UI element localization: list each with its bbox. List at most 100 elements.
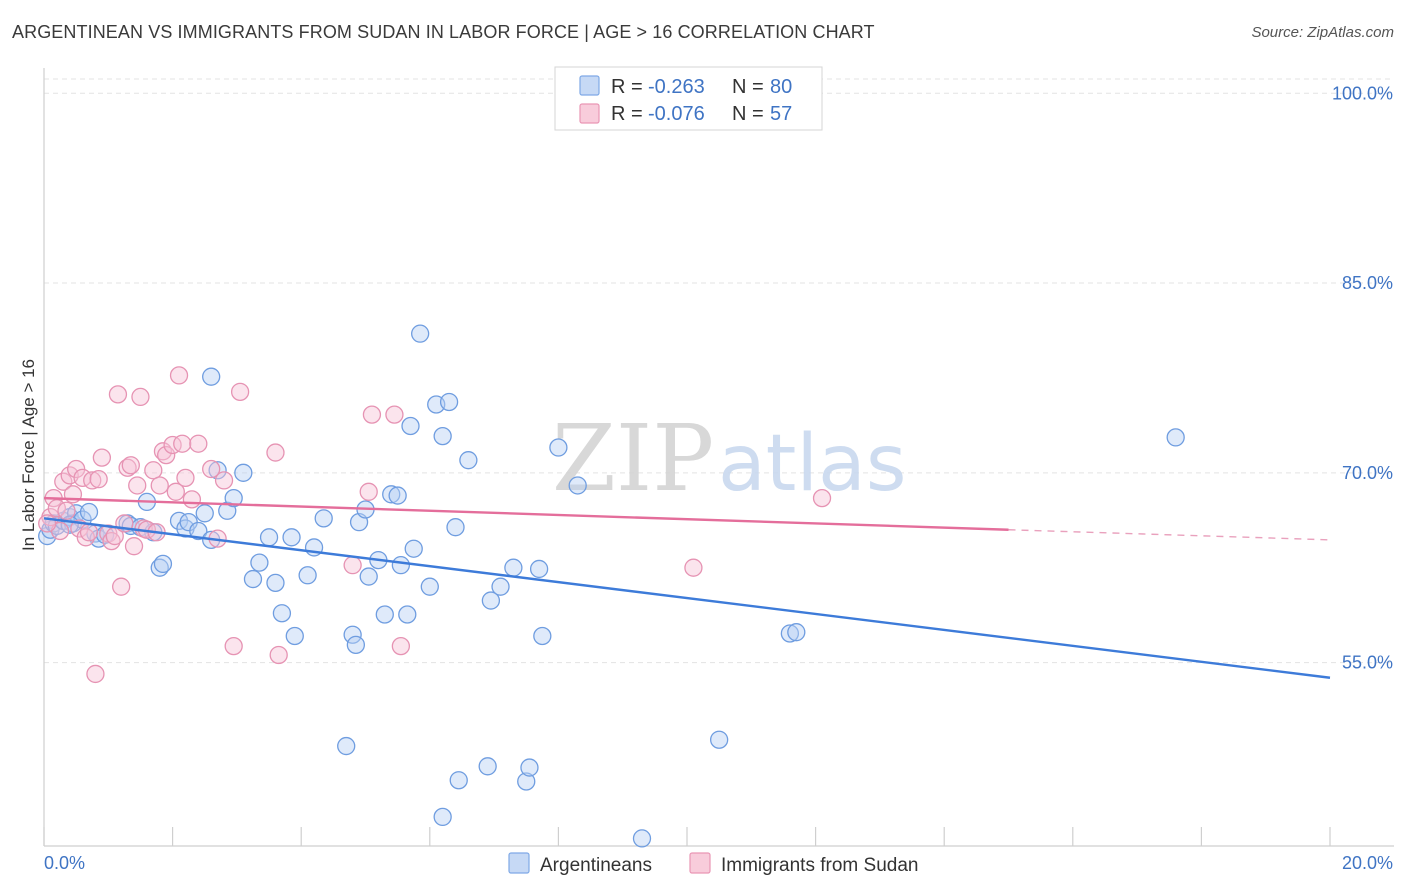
trend-line-sudan-extension [1008,529,1331,541]
argentineans-point-72 [433,807,452,827]
legend-r-label-2: R = [611,103,643,125]
argentineans-point-20 [169,511,189,531]
argentineans-point-30 [243,569,263,589]
sudan-point-47 [343,556,362,575]
argentineans-point-69 [549,438,568,457]
y-tick-label-2: 85.0% [1342,273,1393,293]
argentineans-point-52 [404,539,423,558]
sudan-point-44 [230,382,250,402]
legend-swatch-argentineans [579,75,600,96]
sudan-point-25 [131,387,150,407]
argentineans-point-67 [529,559,549,579]
legend-n-value-2: 57 [770,103,792,125]
sudan-point-24 [128,476,147,495]
argentineans-point-50 [398,605,417,624]
sudan-point-55 [38,514,57,533]
sudan-point-17 [102,531,121,551]
argentineans-point-64 [504,558,523,577]
legend-r-label-1: R = [611,76,643,98]
argentineans-point-29 [234,463,253,482]
argentineans-point-35 [282,528,301,547]
argentineans-point-68 [533,626,552,646]
sudan-point-56 [89,469,108,489]
x-tick-label-max: 20.0% [1342,853,1393,873]
argentineans-point-65 [517,772,536,791]
argentineans-point-33 [266,573,285,593]
y-axis-label: In Labor Force | Age > 16 [19,359,38,551]
sudan-point-34 [166,482,185,501]
sudan-point-33 [163,435,182,455]
correlation-legend: R = -0.263 N = 80 R = -0.076 N = 57 [554,66,823,131]
y-tick-label-0: 55.0% [1342,653,1393,673]
sudan-point-30 [150,476,169,495]
legend-r-value-2: -0.076 [648,103,705,125]
sudan-point-52 [684,558,703,577]
argentineans-point-32 [259,528,279,547]
argentineans-point-28 [224,488,243,508]
argentineans-point-71 [337,736,356,756]
argentineans-point-59 [449,771,468,790]
argentineans-point-66 [520,758,539,777]
argentineans-point-40 [343,625,362,644]
legend-n-value-1: 80 [770,76,792,98]
argentineans-point-63 [491,577,510,596]
argentineans-point-57 [439,392,459,412]
series-legend: Argentineans Immigrants from Sudan [508,852,918,876]
sudan-point-48 [362,405,382,424]
watermark: ZIP atlas [552,405,907,512]
sudan-point-13 [83,471,102,490]
argentineans-point-26 [208,461,227,480]
argentineans-point-54 [420,577,439,596]
sudan-point-28 [144,461,163,480]
sudan-point-46 [269,645,288,665]
sudan-point-40 [202,459,221,479]
sudan-point-12 [79,523,99,542]
argentineans-point-62 [481,591,501,610]
argentineans-point-48 [388,486,407,505]
argentineans-point-39 [314,509,333,528]
argentineans-point-44 [359,567,378,586]
sudan-point-49 [359,482,378,501]
argentineans-point-70 [568,476,587,495]
sudan-point-11 [76,528,95,547]
sudan-point-43 [224,636,243,656]
argentineans-point-19 [153,554,173,574]
argentineans-point-56 [433,426,452,446]
sudan-point-38 [182,490,202,509]
bottom-legend-swatch-sudan [689,852,711,874]
sudan-point-45 [266,443,285,462]
legend-swatch-sudan [579,103,600,124]
argentineans-point-47 [382,485,401,504]
watermark-zip: ZIP [552,405,714,512]
argentineans-point-46 [375,605,394,624]
bottom-legend-label-sudan: Immigrants from Sudan [721,855,918,876]
argentineans-point-41 [346,635,366,655]
sudan-point-32 [157,445,176,465]
argentineans-point-75 [787,623,806,642]
argentineans-point-60 [459,451,478,470]
sudan-point-37 [176,468,195,488]
sudan-point-50 [385,405,404,424]
trend-line-argentineans [43,517,1331,679]
argentineans-point-23 [189,521,208,541]
bottom-legend-swatch-argentineans [508,852,530,874]
argentineans-point-79 [632,829,652,848]
argentineans-point-61 [478,757,497,776]
argentineans-point-9 [79,502,99,522]
sudan-point-22 [121,456,140,475]
watermark-atlas: atlas [718,419,907,509]
argentineans-point-51 [401,416,420,436]
argentineans-point-34 [272,604,292,623]
sudan-point-39 [189,434,208,453]
sudan-point-19 [108,385,128,404]
argentineans-point-37 [298,566,317,585]
argentineans-point-49 [391,556,411,575]
legend-r-value-1: -0.263 [648,76,705,98]
y-tick-label-3: 100.0% [1332,83,1393,103]
sudan-point-15 [92,448,112,467]
argentineans-point-24 [195,504,214,523]
bottom-legend-label-argentineans: Argentineans [540,855,652,876]
argentineans-point-74 [780,624,800,643]
y-tick-labels: 55.0% 70.0% 85.0% 100.0% [1332,83,1393,672]
sudan-point-53 [812,488,832,508]
